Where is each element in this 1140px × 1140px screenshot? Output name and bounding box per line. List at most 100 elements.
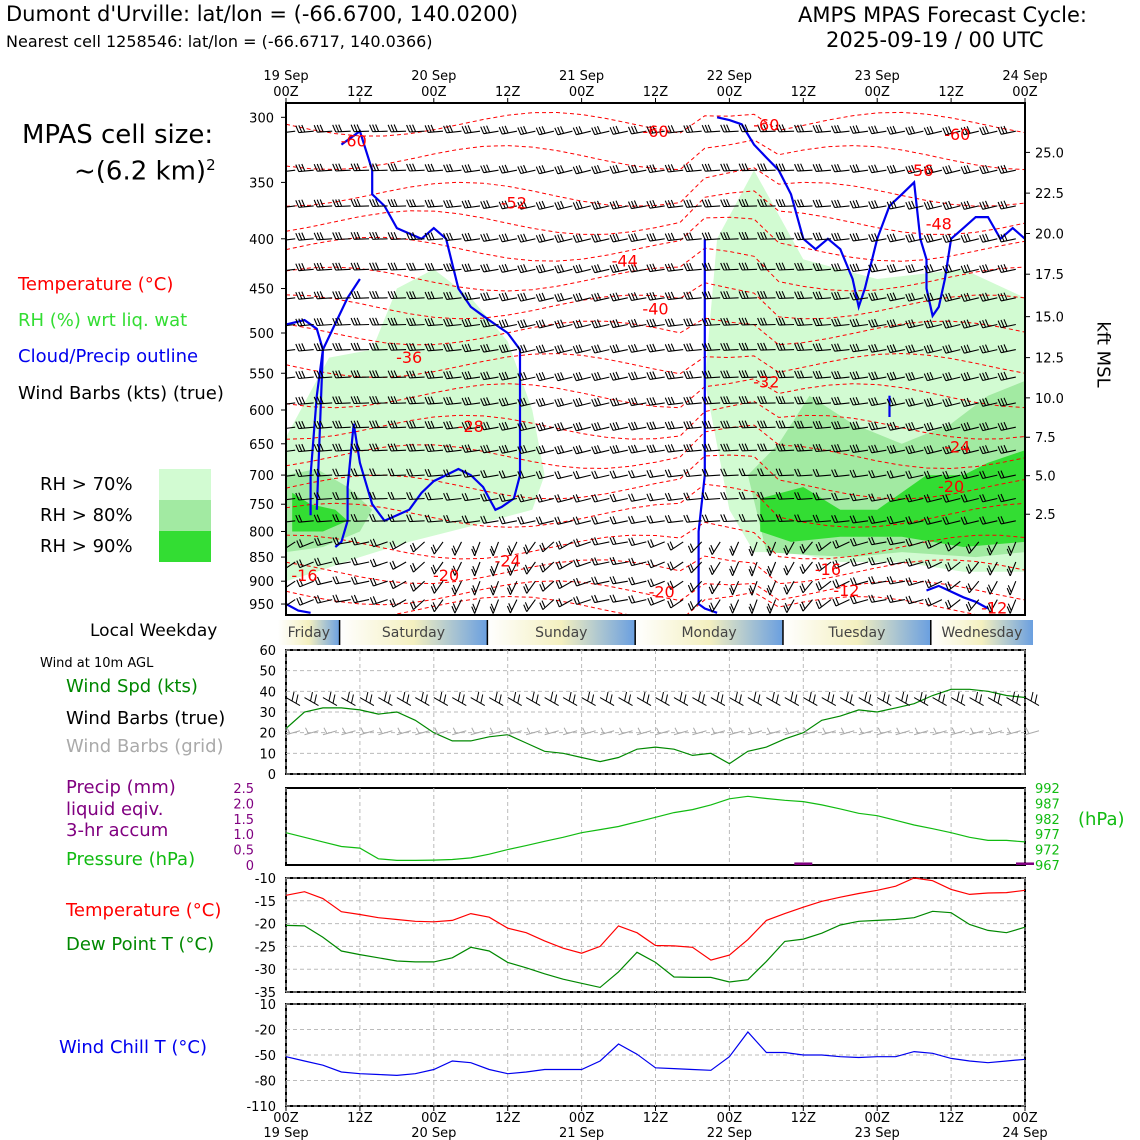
wind-barb-441 bbox=[295, 443, 314, 453]
wind-barb-651 bbox=[489, 561, 500, 577]
wind-barb-642 bbox=[314, 557, 333, 567]
wind-barb-585 bbox=[738, 513, 758, 522]
wind-barb-666 bbox=[766, 561, 777, 577]
wind-barb-746 bbox=[766, 599, 777, 614]
wind-barb-500 bbox=[646, 469, 665, 478]
wind-barb-268 bbox=[794, 317, 813, 326]
wind-barb-160 bbox=[286, 268, 296, 272]
wind-barb-289 bbox=[443, 343, 462, 352]
wind-panel-ytick-4: 40 bbox=[259, 685, 276, 700]
wind-barb-705 bbox=[748, 581, 758, 596]
wind-barb-true-5 bbox=[378, 691, 393, 706]
wind-barb-518 bbox=[979, 470, 998, 480]
wind-barb-654 bbox=[539, 561, 555, 573]
wind-barb-412 bbox=[498, 421, 518, 431]
wind-barb-84 bbox=[350, 198, 370, 207]
wind-barb-567 bbox=[406, 514, 425, 523]
wind-barb-439 bbox=[997, 421, 1016, 431]
wind-barb-677 bbox=[965, 561, 980, 574]
wind-barb-430 bbox=[831, 420, 850, 430]
wind-barb-true-29 bbox=[821, 691, 837, 706]
wind-barb-320 bbox=[286, 376, 296, 379]
wind-barb-364 bbox=[350, 395, 370, 405]
cycle-value: 2025-09-19 / 00 UTC bbox=[826, 28, 1044, 52]
pressure-unit-label: (hPa) bbox=[1078, 809, 1125, 830]
wind-barb-78 bbox=[979, 164, 998, 175]
top-day-label-10: 24 Sep bbox=[1002, 69, 1047, 84]
wind-barb-286 bbox=[387, 342, 407, 351]
wind-barb-730 bbox=[471, 599, 481, 614]
wind-barb-248 bbox=[424, 317, 444, 327]
wind-barb-718 bbox=[986, 580, 998, 595]
wind-barb-228 bbox=[794, 291, 813, 300]
wind-panel-ytick-3: 30 bbox=[259, 706, 276, 721]
wind-barb-90 bbox=[461, 199, 481, 209]
wind-barb-true-1 bbox=[304, 691, 319, 706]
wind-barb-218 bbox=[609, 292, 628, 302]
wind-panel-ytick-2: 20 bbox=[259, 727, 276, 742]
wind-barb-196 bbox=[942, 264, 961, 274]
pressure-tick-label-11: 850 bbox=[249, 551, 274, 566]
wind-barb-220 bbox=[646, 291, 665, 301]
temperature-label-11: -28 bbox=[458, 417, 484, 436]
wind-barb-216 bbox=[572, 292, 591, 302]
wind-barb-10 bbox=[461, 125, 481, 134]
wind-barb-9 bbox=[443, 124, 462, 134]
wind-barb-276 bbox=[942, 319, 961, 329]
wind-barb-671 bbox=[849, 558, 869, 567]
wind-barb-308 bbox=[794, 342, 813, 352]
wind-barb-661 bbox=[667, 561, 684, 571]
wind-barb-382 bbox=[683, 396, 702, 405]
windchill-panel-ytick-2: -50 bbox=[255, 1049, 276, 1064]
wind-barb-222 bbox=[683, 291, 702, 300]
wind-barb-104 bbox=[720, 199, 739, 208]
legend-wind-chill: Wind Chill T (°C) bbox=[59, 1037, 207, 1058]
wind-barb-93 bbox=[517, 200, 536, 210]
wind-barb-656 bbox=[573, 558, 591, 568]
wind-barb-608 bbox=[430, 541, 444, 555]
wind-barb-581 bbox=[664, 514, 684, 524]
wind-barb-true-21 bbox=[673, 691, 689, 706]
cell-size-text: ~(6.2 km) bbox=[74, 156, 207, 187]
rh70-swatch bbox=[159, 469, 211, 500]
wind-barb-190 bbox=[831, 263, 850, 272]
wind-barb-grid-4 bbox=[359, 727, 375, 736]
wind-barb-663 bbox=[708, 561, 721, 575]
wind-barb-344 bbox=[720, 370, 739, 379]
wind-barb-171 bbox=[480, 263, 499, 273]
wind-barb-307 bbox=[775, 342, 795, 351]
wind-barb-209 bbox=[443, 291, 462, 300]
wind-barb-610 bbox=[471, 541, 481, 557]
wind-barb-429 bbox=[812, 420, 832, 430]
wind-barb-359 bbox=[997, 371, 1016, 381]
legend-barbs: Wind Barbs (kts) (true) bbox=[18, 383, 224, 404]
wind-barb-644 bbox=[350, 557, 370, 566]
wind-barb-grid-36 bbox=[950, 727, 966, 736]
wind-barb-235 bbox=[923, 292, 943, 302]
wind-barb-293 bbox=[517, 344, 536, 354]
wind-barb-549 bbox=[812, 492, 832, 501]
wind-barb-195 bbox=[923, 264, 943, 274]
wind-barb-413 bbox=[517, 421, 536, 432]
wind-barb-142 bbox=[683, 232, 702, 241]
wind-barb-733 bbox=[523, 599, 536, 613]
wind-barb-729 bbox=[451, 599, 462, 614]
wind-barb-653 bbox=[523, 561, 536, 575]
kft-tick-label-5: 12.5 bbox=[1035, 352, 1064, 367]
weekday-band-2 bbox=[487, 620, 636, 645]
wind-barb-true-2 bbox=[322, 691, 338, 706]
isotherm-1 bbox=[286, 139, 1025, 171]
wind-barb-366 bbox=[387, 396, 407, 405]
wind-barb-266 bbox=[757, 317, 776, 326]
wind-barb-134 bbox=[535, 233, 555, 243]
wind-barb-622 bbox=[687, 541, 703, 554]
bottom-time-label-8: 00Z bbox=[864, 1111, 890, 1126]
wind-barb-626 bbox=[766, 541, 777, 557]
wind-barb-568 bbox=[424, 514, 444, 523]
wind-barb-527 bbox=[406, 491, 425, 500]
wind-barb-552 bbox=[868, 493, 887, 502]
wind-barb-418 bbox=[609, 421, 628, 431]
wind-barb-436 bbox=[942, 422, 961, 432]
wind-barb-18 bbox=[609, 125, 628, 135]
wind-barb-305 bbox=[738, 342, 758, 351]
